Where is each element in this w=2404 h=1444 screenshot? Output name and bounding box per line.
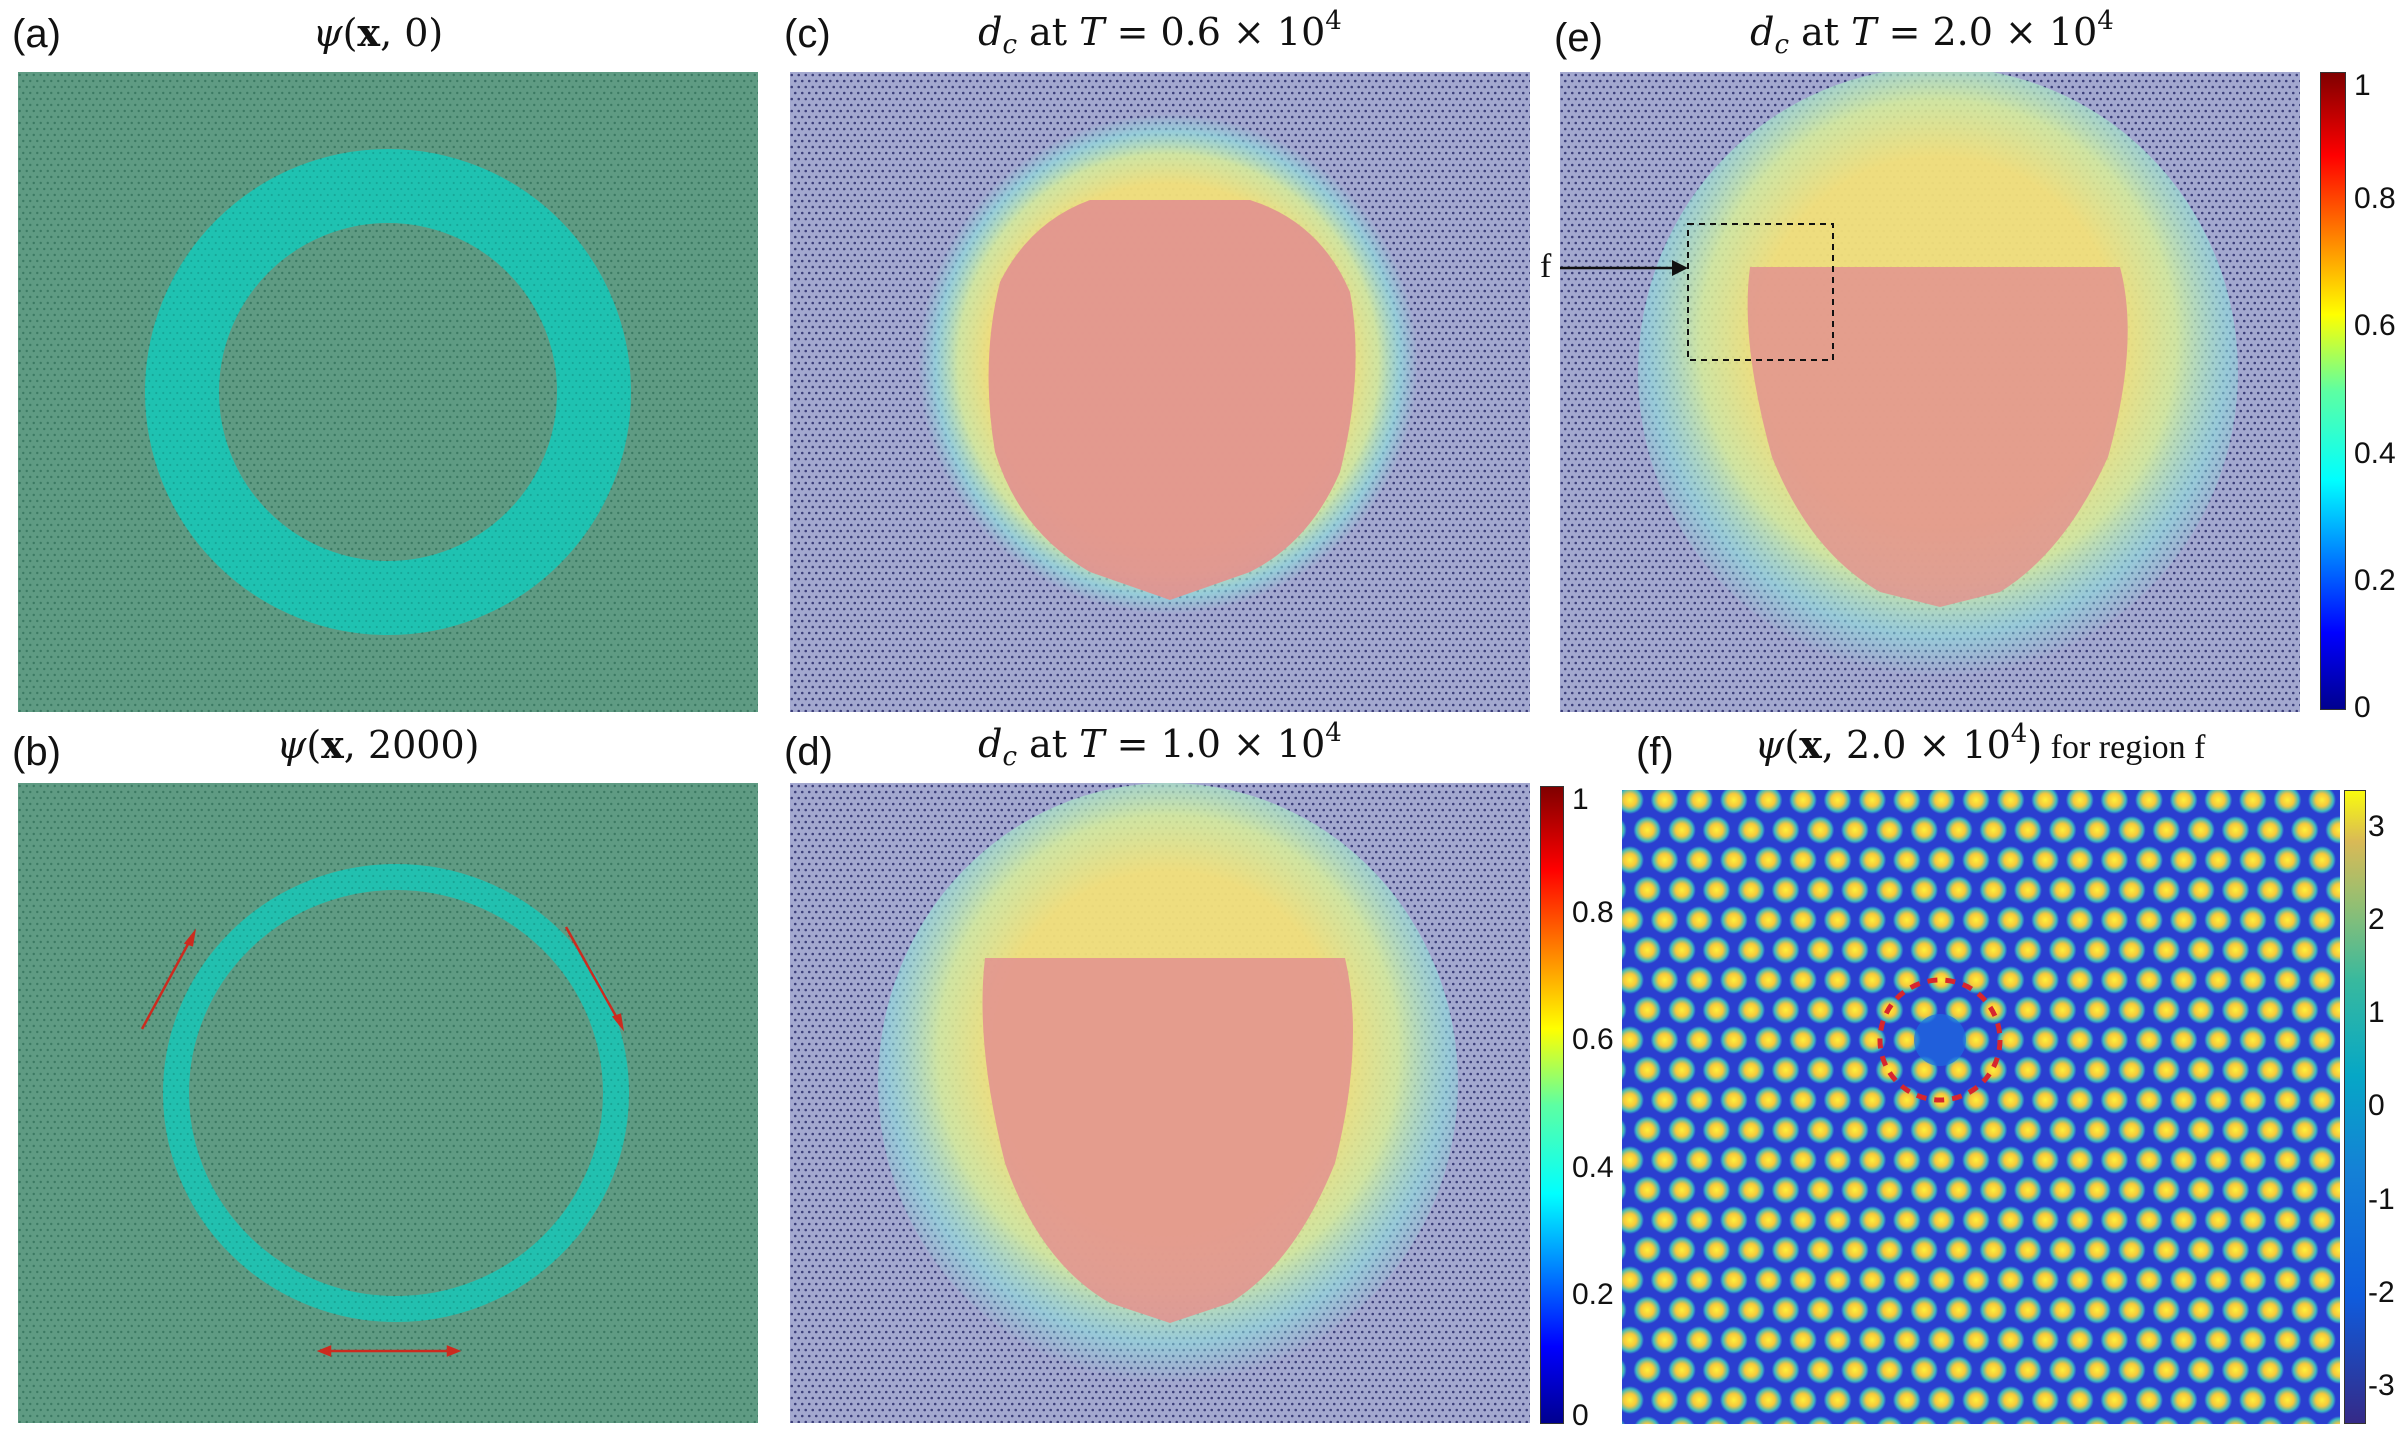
crystal-core — [1747, 267, 2128, 607]
tick: 0 — [2354, 691, 2371, 724]
panel-title-d: dc at T = 1.0 × 104 — [978, 718, 1342, 772]
tick: 0.4 — [1572, 1151, 1614, 1184]
tick: -3 — [2368, 1369, 2395, 1402]
tick: 1 — [2354, 69, 2371, 102]
panel-title-a: ψ(x, 0) — [312, 10, 444, 55]
panel-d-plot — [790, 783, 1530, 1423]
panel-label-a: (a) — [12, 12, 61, 56]
panel-title-b: ψ(x, 2000) — [276, 722, 480, 767]
panel-c-plot — [790, 72, 1530, 712]
tick: 0.2 — [1572, 1278, 1614, 1311]
tick: -1 — [2368, 1183, 2395, 1216]
panel-label-d: (d) — [784, 730, 833, 774]
initial-ring — [145, 149, 631, 635]
panel-label-f: (f) — [1636, 730, 1674, 774]
colorbar-dc-top-ticks: 0 0.2 0.4 0.6 0.8 1 — [2354, 69, 2404, 724]
crystal-core — [988, 200, 1356, 600]
tick: 0.6 — [2354, 309, 2396, 342]
panel-e-plot — [1560, 72, 2300, 712]
panel-f-plot — [1622, 790, 2340, 1424]
tick: 2 — [2368, 903, 2385, 936]
tick: 0.8 — [1572, 896, 1614, 929]
tick: 1 — [2368, 996, 2385, 1029]
colorbar-dc-bottom-ticks: 0 0.2 0.4 0.6 0.8 1 — [1572, 783, 1622, 1432]
panel-a-plot — [18, 72, 758, 712]
tick: 0 — [2368, 1089, 2385, 1122]
colorbar-dc-top — [2320, 72, 2346, 710]
defect-circle — [1877, 977, 2003, 1103]
crystal-core — [982, 958, 1353, 1323]
panel-label-e: (e) — [1554, 16, 1603, 60]
panel-label-c: (c) — [784, 12, 831, 56]
tick: 0 — [1572, 1399, 1589, 1432]
tick: 0.8 — [2354, 182, 2396, 215]
region-f-box — [1687, 223, 1834, 361]
evolved-ring — [163, 864, 629, 1322]
panel-title-f: ψ(x, 2.0 × 104) for region f — [1754, 719, 2206, 767]
tick: 1 — [1572, 783, 1589, 816]
region-f-marker: f — [1540, 248, 1552, 285]
tick: 3 — [2368, 810, 2385, 843]
panel-title-e: dc at T = 2.0 × 104 — [1750, 6, 2114, 60]
panel-b-plot — [18, 783, 758, 1423]
colorbar-psi — [2344, 790, 2366, 1424]
tick: 0.4 — [2354, 437, 2396, 470]
panel-label-b: (b) — [12, 730, 61, 774]
tick: 0.2 — [2354, 564, 2396, 597]
motion-arrows — [140, 926, 625, 1357]
tick: 0.6 — [1572, 1023, 1614, 1056]
tick: -2 — [2368, 1276, 2395, 1309]
colorbar-dc-bottom — [1540, 786, 1564, 1424]
panel-title-c: dc at T = 0.6 × 104 — [978, 6, 1342, 60]
colorbar-psi-ticks: -3 -2 -1 0 1 2 3 — [2368, 790, 2404, 1422]
